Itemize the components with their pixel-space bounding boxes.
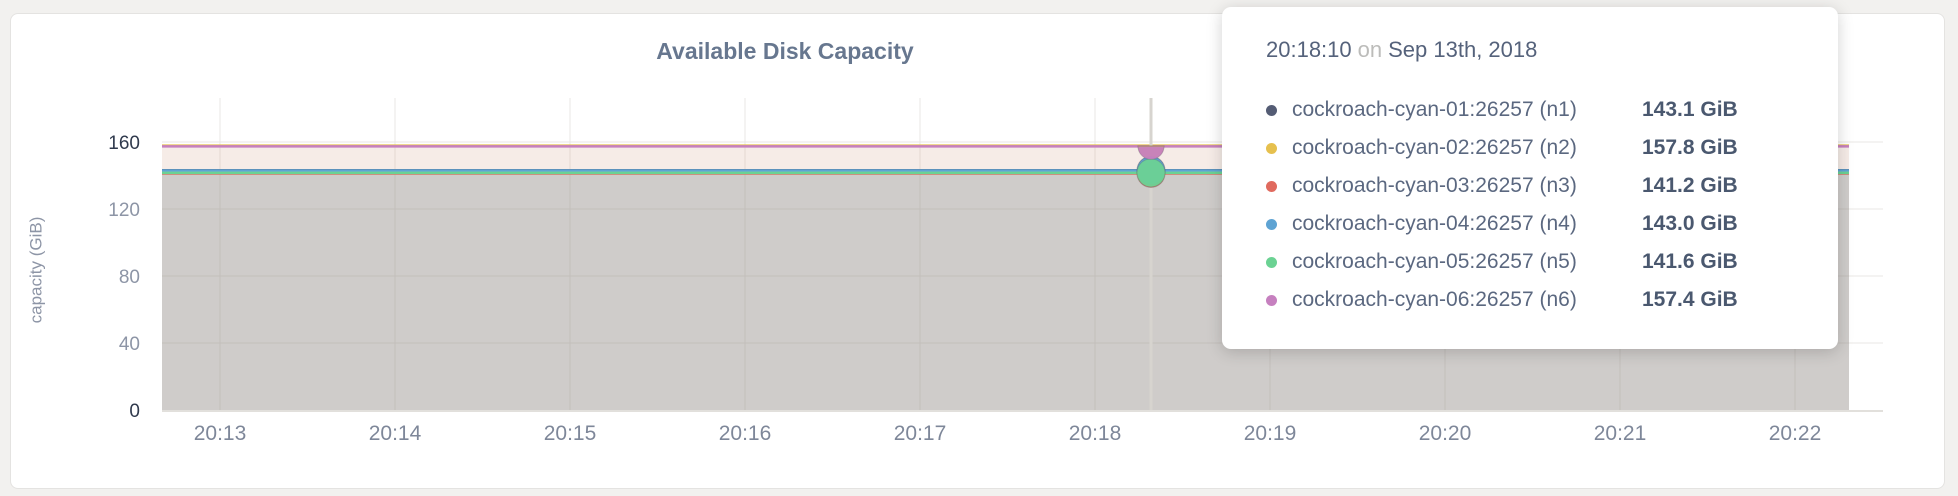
series-color-dot-icon <box>1266 294 1277 306</box>
tooltip-series-row: cockroach-cyan-02:26257 (n2) 157.8 GiB <box>1266 129 1794 167</box>
series-color-dot-icon <box>1266 104 1277 116</box>
tooltip-series-value: 157.4 GiB <box>1642 288 1738 311</box>
tooltip-series-name: cockroach-cyan-03:26257 (n3) <box>1292 174 1577 197</box>
tooltip-on: on <box>1357 37 1383 62</box>
tooltip-title: 20:18:10 on Sep 13th, 2018 <box>1266 33 1794 67</box>
tooltip-series-name: cockroach-cyan-04:26257 (n4) <box>1292 212 1577 235</box>
x-tick-label: 20:14 <box>369 422 422 445</box>
tooltip-series-row: cockroach-cyan-04:26257 (n4) 143.0 GiB <box>1266 205 1794 243</box>
tooltip-series-value: 143.1 GiB <box>1642 98 1738 121</box>
tooltip-series-name: cockroach-cyan-05:26257 (n5) <box>1292 250 1577 273</box>
y-tick-label: 0 <box>129 401 140 422</box>
tooltip-date: Sep 13th, 2018 <box>1388 37 1538 62</box>
tooltip-series-value: 143.0 GiB <box>1642 212 1738 235</box>
x-tick-label: 20:21 <box>1594 422 1647 445</box>
chart-title: Available Disk Capacity <box>656 38 914 64</box>
tooltip-series-row: cockroach-cyan-05:26257 (n5) 141.6 GiB <box>1266 243 1794 281</box>
tooltip-series-row: cockroach-cyan-01:26257 (n1) 143.1 GiB <box>1266 91 1794 129</box>
y-axis-label: capacity (GiB) <box>26 216 45 324</box>
x-tick-label: 20:18 <box>1069 422 1122 445</box>
tooltip-series-row: cockroach-cyan-06:26257 (n6) 157.4 GiB <box>1266 281 1794 319</box>
y-tick-label: 120 <box>108 200 140 221</box>
series-color-dot-icon <box>1266 218 1277 230</box>
y-tick-label: 160 <box>108 133 140 154</box>
tooltip-series-name: cockroach-cyan-01:26257 (n1) <box>1292 98 1577 121</box>
y-tick-label: 80 <box>119 267 140 288</box>
tooltip-series-value: 141.6 GiB <box>1642 250 1738 273</box>
x-tick-label: 20:20 <box>1419 422 1472 445</box>
y-tick-label: 40 <box>119 334 140 355</box>
x-tick-label: 20:17 <box>894 422 947 445</box>
hover-marker <box>1137 145 1165 160</box>
x-tick-label: 20:19 <box>1244 422 1297 445</box>
tooltip-series-name: cockroach-cyan-06:26257 (n6) <box>1292 288 1577 311</box>
x-tick-label: 20:15 <box>544 422 597 445</box>
hover-marker <box>1136 158 1166 188</box>
tooltip-rows: cockroach-cyan-01:26257 (n1) 143.1 GiB coc… <box>1266 91 1794 319</box>
tooltip-series-name: cockroach-cyan-02:26257 (n2) <box>1292 136 1577 159</box>
y-axis-label-wrap: capacity (GiB) <box>18 150 54 390</box>
hover-tooltip: 20:18:10 on Sep 13th, 2018 cockroach-cyan-… <box>1222 7 1838 349</box>
x-tick-label: 20:22 <box>1769 422 1822 445</box>
x-tick-label: 20:16 <box>719 422 772 445</box>
tooltip-series-row: cockroach-cyan-03:26257 (n3) 141.2 GiB <box>1266 167 1794 205</box>
series-color-dot-icon <box>1266 142 1277 154</box>
tooltip-time: 20:18:10 <box>1266 37 1352 62</box>
series-color-dot-icon <box>1266 180 1277 192</box>
series-color-dot-icon <box>1266 256 1277 268</box>
tooltip-series-value: 141.2 GiB <box>1642 174 1738 197</box>
x-tick-label: 20:13 <box>194 422 247 445</box>
tooltip-series-value: 157.8 GiB <box>1642 136 1738 159</box>
